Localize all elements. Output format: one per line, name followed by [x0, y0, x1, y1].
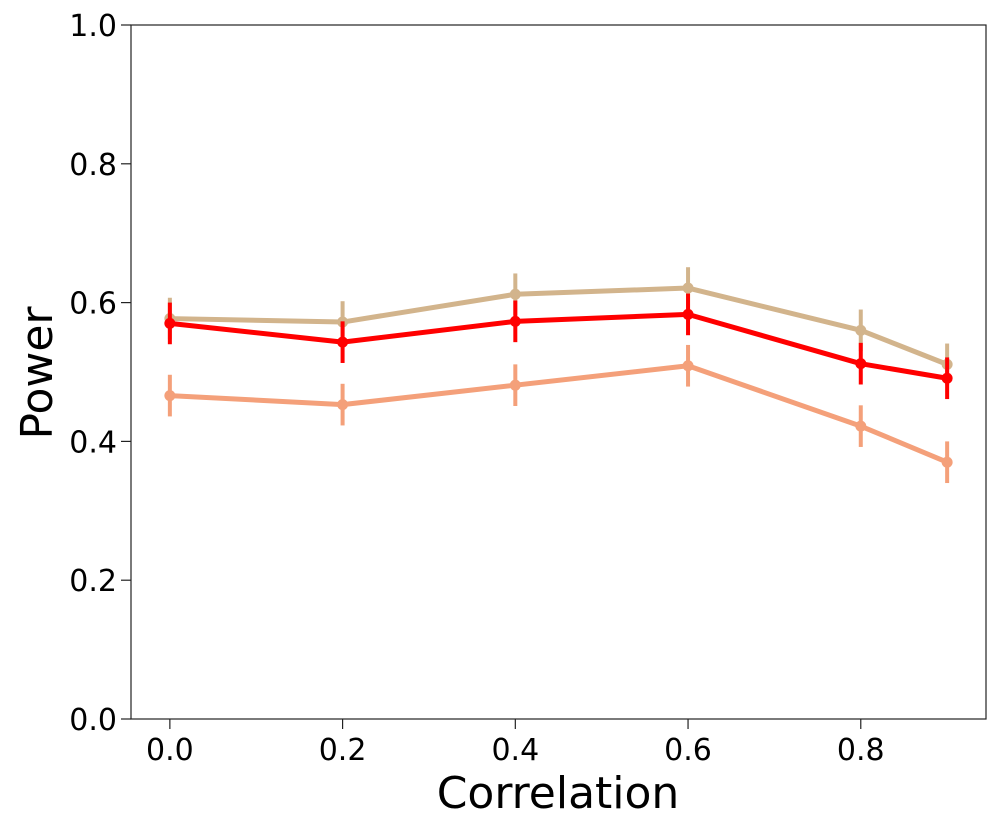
y-tick-label-5: 1.0 [69, 9, 117, 44]
y-tick-label-4: 0.8 [69, 148, 117, 183]
data-point-series-red-3 [682, 308, 694, 320]
y-tick-label-0: 0.0 [69, 703, 117, 738]
x-tick-label-0: 0.0 [146, 733, 194, 768]
data-point-series-tan-4 [855, 324, 867, 336]
y-axis-title: Power [12, 306, 63, 440]
series-line-series-red [169, 311, 948, 381]
data-point-series-tan-2 [509, 288, 521, 300]
data-point-series-salmon-4 [855, 420, 867, 432]
data-point-series-salmon-5 [941, 456, 953, 468]
data-point-series-red-1 [337, 336, 349, 348]
series-line-series-tan [169, 285, 949, 367]
x-tick-label-3: 0.6 [664, 733, 712, 768]
series-line-series-salmon [169, 363, 949, 465]
series-group-series-red [164, 293, 953, 400]
data-point-series-red-2 [509, 315, 521, 327]
x-tick-label-1: 0.2 [319, 733, 367, 768]
x-tick-label-2: 0.4 [491, 733, 539, 768]
y-axis: 0.0 0.2 0.4 0.6 0.8 1.0 [69, 9, 131, 738]
y-tick-label-2: 0.4 [69, 425, 117, 460]
data-point-series-salmon-2 [509, 379, 521, 391]
data-point-series-salmon-1 [337, 399, 349, 411]
plot-area [130, 24, 987, 720]
y-tick-label-3: 0.6 [69, 287, 117, 322]
data-point-series-salmon-0 [164, 390, 176, 402]
data-point-series-salmon-3 [682, 360, 694, 372]
data-point-series-tan-3 [682, 282, 694, 294]
series-group-series-salmon [164, 344, 953, 484]
data-point-series-red-4 [855, 358, 867, 370]
data-point-series-red-5 [941, 372, 953, 384]
data-point-series-red-0 [164, 317, 176, 329]
x-axis-title: Correlation [437, 768, 680, 819]
x-tick-label-4: 0.8 [837, 733, 885, 768]
series-layer [164, 267, 953, 484]
x-axis: 0.0 0.2 0.4 0.6 0.8 [146, 719, 885, 768]
y-tick-label-1: 0.2 [69, 564, 117, 599]
